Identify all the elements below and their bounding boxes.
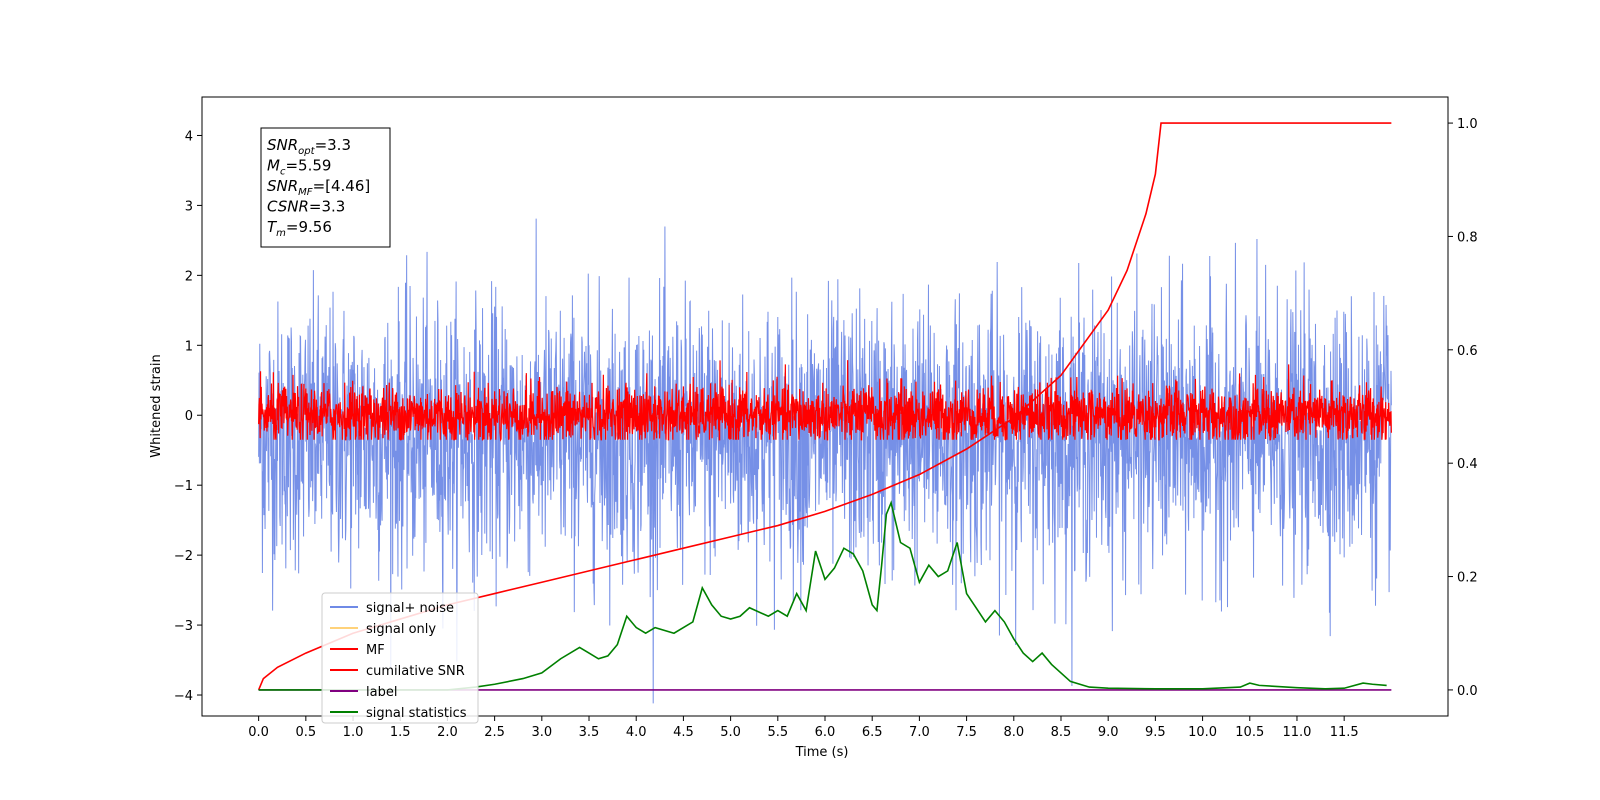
x-tick-label: 8.5 — [1051, 725, 1072, 740]
x-tick-label: 10.5 — [1235, 725, 1264, 740]
y-tick-label: −3 — [174, 619, 193, 634]
x-tick-label: 7.5 — [956, 725, 977, 740]
series-signal-statistics — [258, 500, 1387, 691]
y2-tick-label: 0.2 — [1457, 571, 1478, 586]
annotation-sub: MF — [298, 187, 313, 198]
x-tick-label: 4.0 — [626, 725, 647, 740]
y-tick-label: 2 — [185, 269, 193, 284]
x-tick-label: 11.0 — [1282, 725, 1311, 740]
x-axis: 0.0 0.5 1.0 1.5 2.0 2.5 3.0 3.5 4.0 4.5 5.0 5.5 6.0 6… — [248, 716, 1359, 740]
legend-item: MF — [366, 643, 385, 658]
x-tick-label: 5.5 — [767, 725, 788, 740]
annotation-value: =9.56 — [286, 218, 332, 236]
annotation-sub: m — [276, 228, 286, 239]
x-tick-label: 11.5 — [1330, 725, 1359, 740]
y2-tick-label: 0.4 — [1457, 457, 1478, 472]
x-tick-label: 3.0 — [531, 725, 552, 740]
annotation-value: =3.3 — [309, 198, 345, 216]
annotation-line: SNRopt=3.3 — [267, 136, 351, 157]
annotation-value: =[4.46] — [313, 177, 371, 195]
y-tick-label: 4 — [185, 129, 193, 144]
y-tick-label: −1 — [174, 479, 193, 494]
y2-tick-label: 0.6 — [1457, 344, 1478, 359]
annotation-box: SNRopt=3.3Mc=5.59SNRMF=[4.46]CSNR=3.3Tm=… — [260, 127, 391, 248]
annotation-base: CSNR — [267, 198, 309, 216]
y2-tick-label: 1.0 — [1457, 117, 1478, 132]
legend-item: label — [366, 685, 397, 700]
x-axis-label: Time (s) — [795, 745, 849, 760]
annotation-line: Mc=5.59 — [267, 157, 331, 178]
x-tick-label: 1.5 — [390, 725, 411, 740]
x-tick-label: 9.0 — [1098, 725, 1119, 740]
legend-item: signal statistics — [366, 706, 467, 721]
annotation-value: =3.3 — [315, 136, 351, 154]
legend-item: signal+ noise — [366, 601, 454, 616]
annotation-line: CSNR=3.3 — [267, 198, 345, 216]
x-tick-label: 10.0 — [1188, 725, 1217, 740]
x-tick-label: 2.0 — [437, 725, 458, 740]
legend: signal+ noise signal only MF cumilative SNR… — [321, 592, 479, 724]
y-tick-label: −4 — [174, 689, 193, 704]
annotation-base: M — [267, 157, 280, 175]
y-axis-left: 4 3 2 1 0 −1 −2 −3 −4 — [174, 129, 202, 704]
annotation-value: =5.59 — [285, 157, 331, 175]
y-tick-label: 3 — [185, 199, 193, 214]
annotation-line: Tm=9.56 — [267, 218, 332, 239]
x-tick-label: 5.0 — [720, 725, 741, 740]
annotation-sub: c — [280, 167, 286, 178]
x-tick-label: 0.0 — [248, 725, 269, 740]
legend-item: cumilative SNR — [366, 664, 465, 679]
y-tick-label: 1 — [185, 339, 193, 354]
x-tick-label: 2.5 — [484, 725, 505, 740]
legend-item: signal only — [366, 622, 436, 637]
annotation-sub: opt — [298, 146, 315, 157]
x-tick-label: 6.5 — [862, 725, 883, 740]
x-tick-label: 9.5 — [1145, 725, 1166, 740]
y-tick-label: −2 — [174, 549, 193, 564]
x-tick-label: 4.5 — [673, 725, 694, 740]
annotation-base: SNR — [267, 177, 298, 195]
y-tick-label: 0 — [185, 409, 193, 424]
x-tick-label: 1.0 — [343, 725, 364, 740]
annotation-base: SNR — [267, 136, 298, 154]
y2-tick-label: 0.0 — [1457, 684, 1478, 699]
y-axis-right: 1.0 0.8 0.6 0.4 0.2 0.0 — [1448, 117, 1478, 699]
series-mf — [258, 360, 1392, 442]
x-tick-label: 6.0 — [815, 725, 836, 740]
annotation-line: SNRMF=[4.46] — [267, 177, 370, 198]
x-tick-label: 8.0 — [1003, 725, 1024, 740]
x-tick-label: 7.0 — [909, 725, 930, 740]
annotation-base: T — [267, 218, 278, 236]
y2-tick-label: 0.8 — [1457, 230, 1478, 245]
y-axis-label: Whitened strain — [149, 354, 164, 457]
x-tick-label: 3.5 — [579, 725, 600, 740]
x-tick-label: 0.5 — [295, 725, 316, 740]
